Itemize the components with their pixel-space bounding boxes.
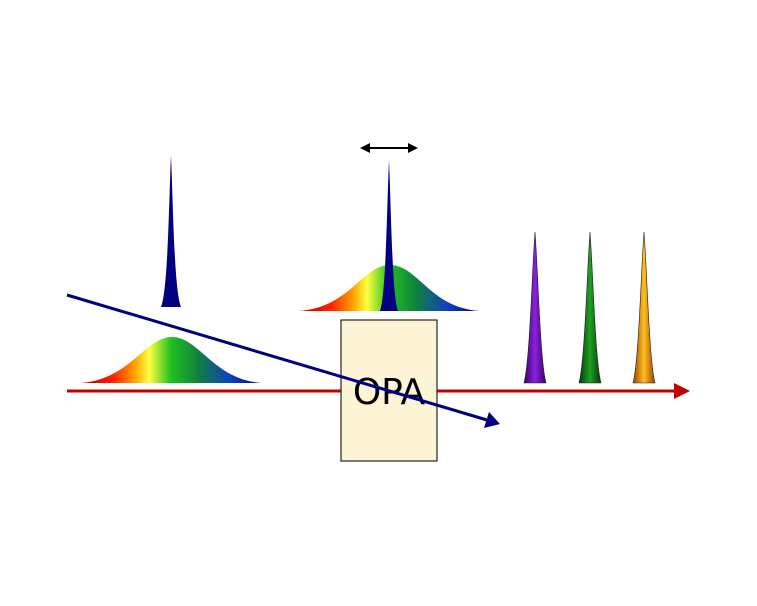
output-pulse xyxy=(578,231,602,384)
output-pulse xyxy=(632,231,656,384)
arrowhead xyxy=(360,143,370,153)
arrowhead xyxy=(484,412,500,428)
pulse-spike xyxy=(161,155,181,307)
pulse-spike xyxy=(380,160,398,311)
arrowhead xyxy=(408,143,418,153)
broadband-spectrum xyxy=(80,337,262,383)
output-pulse xyxy=(523,231,547,384)
arrowhead xyxy=(674,383,690,399)
opa-label: OPA xyxy=(353,372,426,413)
pump-beam xyxy=(66,293,488,422)
